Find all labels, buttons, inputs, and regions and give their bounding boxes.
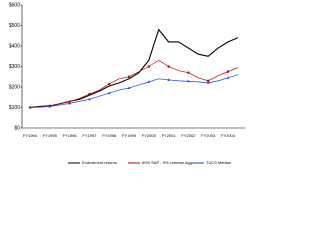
- marker: [206, 81, 210, 84]
- y-tick-label: $500: [9, 23, 20, 29]
- marker: [127, 86, 131, 90]
- x-tick-label: FY2002: [181, 133, 196, 138]
- marker: [147, 80, 151, 83]
- series-line: [29, 59, 239, 108]
- x-tick-label: FY1999: [122, 133, 137, 138]
- y-tick-label: $600: [9, 2, 20, 8]
- x-tick-label: FY2003: [201, 133, 216, 138]
- x-tick-label: FY1995: [43, 133, 58, 138]
- marker: [226, 76, 230, 79]
- marker: [226, 70, 230, 73]
- series-line: [29, 74, 239, 108]
- x-tick-label: FY1994: [23, 133, 38, 138]
- x-tick-label: FY1998: [102, 133, 117, 138]
- x-tick-label: FY1996: [63, 133, 78, 138]
- marker: [207, 79, 210, 82]
- marker: [68, 102, 71, 105]
- x-tick-label: FY1997: [82, 133, 97, 138]
- marker: [187, 71, 190, 74]
- legend-label: 60% S&P - 5% Lehman Agg: [142, 160, 192, 165]
- x-tick-label: FY2004: [221, 133, 236, 138]
- y-tick-label: $300: [9, 64, 20, 70]
- y-tick-label: $0: [14, 125, 20, 131]
- y-tick-label: $200: [9, 84, 20, 90]
- marker: [88, 93, 91, 96]
- marker: [147, 65, 150, 68]
- chart: $0 $100 $200 $300 $400 $500 $600 FY1994 FY1995 FY…: [9, 2, 245, 165]
- marker: [108, 82, 111, 86]
- marker: [68, 100, 71, 103]
- x-tick-label: FY2001: [162, 133, 177, 138]
- marker: [28, 106, 32, 109]
- marker: [167, 65, 170, 68]
- marker: [127, 75, 131, 78]
- marker: [187, 79, 190, 83]
- legend-label: TUCS Median: [206, 160, 231, 165]
- marker: [167, 78, 170, 81]
- marker: [88, 97, 91, 101]
- y-tick-label: $100: [9, 105, 20, 111]
- x-tick-label: FY2000: [142, 133, 157, 138]
- legend-label: Endowment returns: [82, 160, 117, 165]
- marker: [107, 91, 111, 95]
- series-line: [29, 28, 239, 109]
- y-tick-label: $400: [9, 43, 20, 49]
- marker: [48, 105, 52, 108]
